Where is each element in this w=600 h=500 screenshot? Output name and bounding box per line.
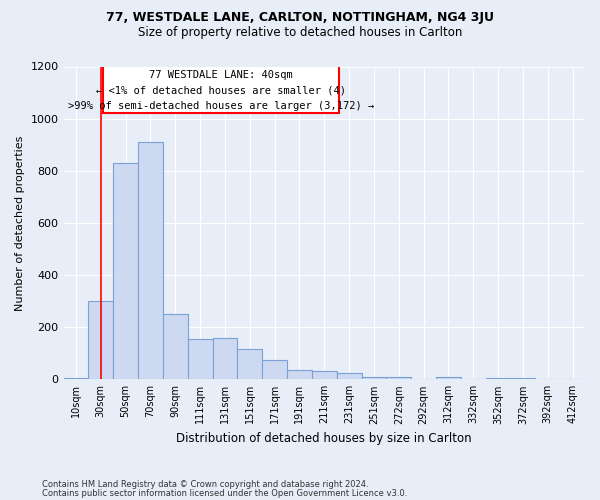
Bar	[436, 378, 461, 380]
Bar	[511, 378, 535, 380]
Bar	[287, 370, 312, 380]
FancyBboxPatch shape	[103, 65, 339, 114]
Bar	[212, 338, 238, 380]
Bar	[312, 372, 337, 380]
Text: 77, WESTDALE LANE, CARLTON, NOTTINGHAM, NG4 3JU: 77, WESTDALE LANE, CARLTON, NOTTINGHAM, …	[106, 11, 494, 24]
Text: Contains HM Land Registry data © Crown copyright and database right 2024.: Contains HM Land Registry data © Crown c…	[42, 480, 368, 489]
Bar	[64, 378, 88, 380]
Bar	[113, 163, 138, 380]
X-axis label: Distribution of detached houses by size in Carlton: Distribution of detached houses by size …	[176, 432, 472, 445]
Bar	[238, 350, 262, 380]
Bar	[262, 360, 287, 380]
Text: ← <1% of detached houses are smaller (4): ← <1% of detached houses are smaller (4)	[96, 86, 346, 96]
Bar	[188, 339, 212, 380]
Y-axis label: Number of detached properties: Number of detached properties	[15, 135, 25, 310]
Text: 77 WESTDALE LANE: 40sqm: 77 WESTDALE LANE: 40sqm	[149, 70, 293, 80]
Bar	[386, 377, 411, 380]
Text: >99% of semi-detached houses are larger (3,172) →: >99% of semi-detached houses are larger …	[68, 101, 374, 111]
Bar	[163, 314, 188, 380]
Bar	[138, 142, 163, 380]
Text: Contains public sector information licensed under the Open Government Licence v3: Contains public sector information licen…	[42, 489, 407, 498]
Bar	[337, 373, 362, 380]
Bar	[485, 378, 511, 380]
Bar	[362, 377, 386, 380]
Text: Size of property relative to detached houses in Carlton: Size of property relative to detached ho…	[138, 26, 462, 39]
Bar	[88, 301, 113, 380]
